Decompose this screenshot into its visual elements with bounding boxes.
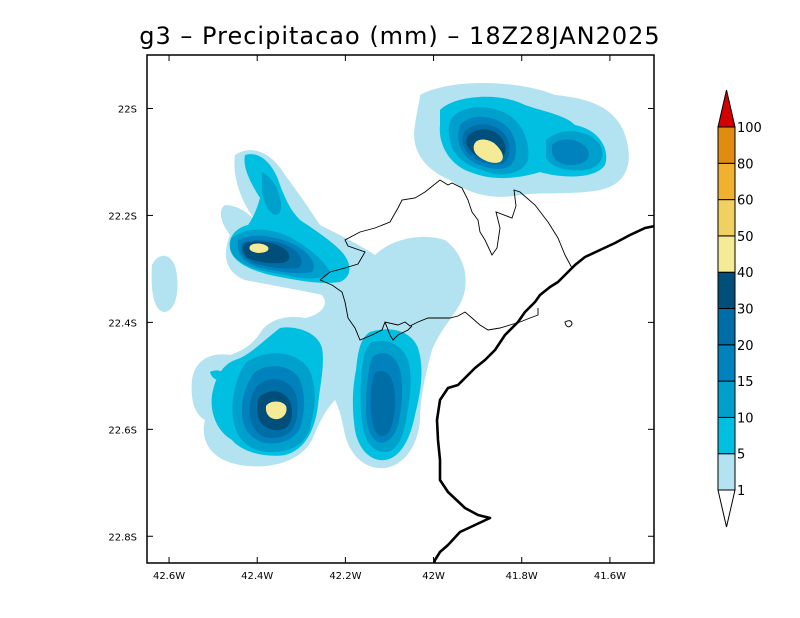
colorbar-swatch — [717, 162, 736, 201]
colorbar-label: 5 — [737, 448, 745, 463]
plot-frame — [146, 54, 655, 564]
x-tick-label: 42.6W — [153, 571, 185, 582]
boundary-line — [384, 321, 413, 341]
colorbar-label: 80 — [737, 157, 754, 172]
precip-level-40 — [249, 139, 503, 420]
precip-contour — [249, 243, 269, 253]
colorbar-min-arrow — [717, 489, 736, 528]
colorbar-max-arrow — [717, 89, 736, 128]
y-tick-label: 22S — [118, 104, 137, 115]
colorbar-swatch — [717, 308, 736, 346]
chart-title: g3 – Precipitacao (mm) – 18Z28JAN2025 — [139, 22, 660, 50]
boundary-line — [319, 279, 539, 341]
colorbar-label: 15 — [737, 375, 754, 390]
colorbar-swatch — [717, 126, 736, 164]
colorbar-swatch — [717, 235, 736, 273]
precip-contour — [265, 401, 287, 420]
x-tick-label: 42.2W — [329, 571, 361, 582]
precip-contour — [210, 370, 225, 380]
colorbar-label: 100 — [737, 121, 762, 136]
colorbar-label: 60 — [737, 194, 754, 209]
colorbar-label: 1 — [737, 484, 745, 499]
precip-contour — [473, 139, 503, 163]
x-tick-label: 41.6W — [594, 571, 626, 582]
y-axis: 22S 22.2S 22.4S 22.6S 22.8S — [108, 104, 654, 543]
state-boundaries — [319, 179, 573, 341]
boundary-line — [564, 320, 573, 328]
colorbar-swatch — [717, 380, 736, 418]
precip-contour — [262, 172, 282, 215]
x-tick-label: 41.8W — [506, 571, 538, 582]
plot-area — [151, 82, 654, 563]
colorbar-label: 30 — [737, 303, 754, 318]
coastline-line — [432, 224, 654, 563]
y-tick-label: 22.2S — [108, 211, 137, 222]
colorbar-swatch — [717, 416, 736, 455]
x-tick-label: 42.4W — [241, 571, 273, 582]
colorbar-label: 40 — [737, 266, 754, 281]
coastline — [432, 224, 654, 563]
colorbar-label: 10 — [737, 411, 754, 426]
precip-contour — [582, 112, 597, 124]
y-tick-label: 22.8S — [108, 532, 137, 543]
colorbar-swatch — [717, 344, 736, 382]
colorbar-swatch — [717, 271, 736, 310]
precip-contour — [151, 255, 178, 312]
colorbar-label: 50 — [737, 230, 754, 245]
y-tick-label: 22.6S — [108, 425, 137, 436]
y-tick-label: 22.4S — [108, 318, 137, 329]
precip-contour — [551, 139, 589, 166]
colorbar-label: 20 — [737, 339, 754, 354]
x-axis: 42.6W 42.4W 42.2W 42W 41.8W 41.6W — [153, 55, 626, 582]
boundary-line — [319, 179, 573, 281]
x-tick-label: 42W — [422, 571, 445, 582]
colorbar-swatch — [717, 199, 736, 237]
colorbar-swatch — [717, 453, 736, 491]
precip-contour — [370, 370, 396, 436]
